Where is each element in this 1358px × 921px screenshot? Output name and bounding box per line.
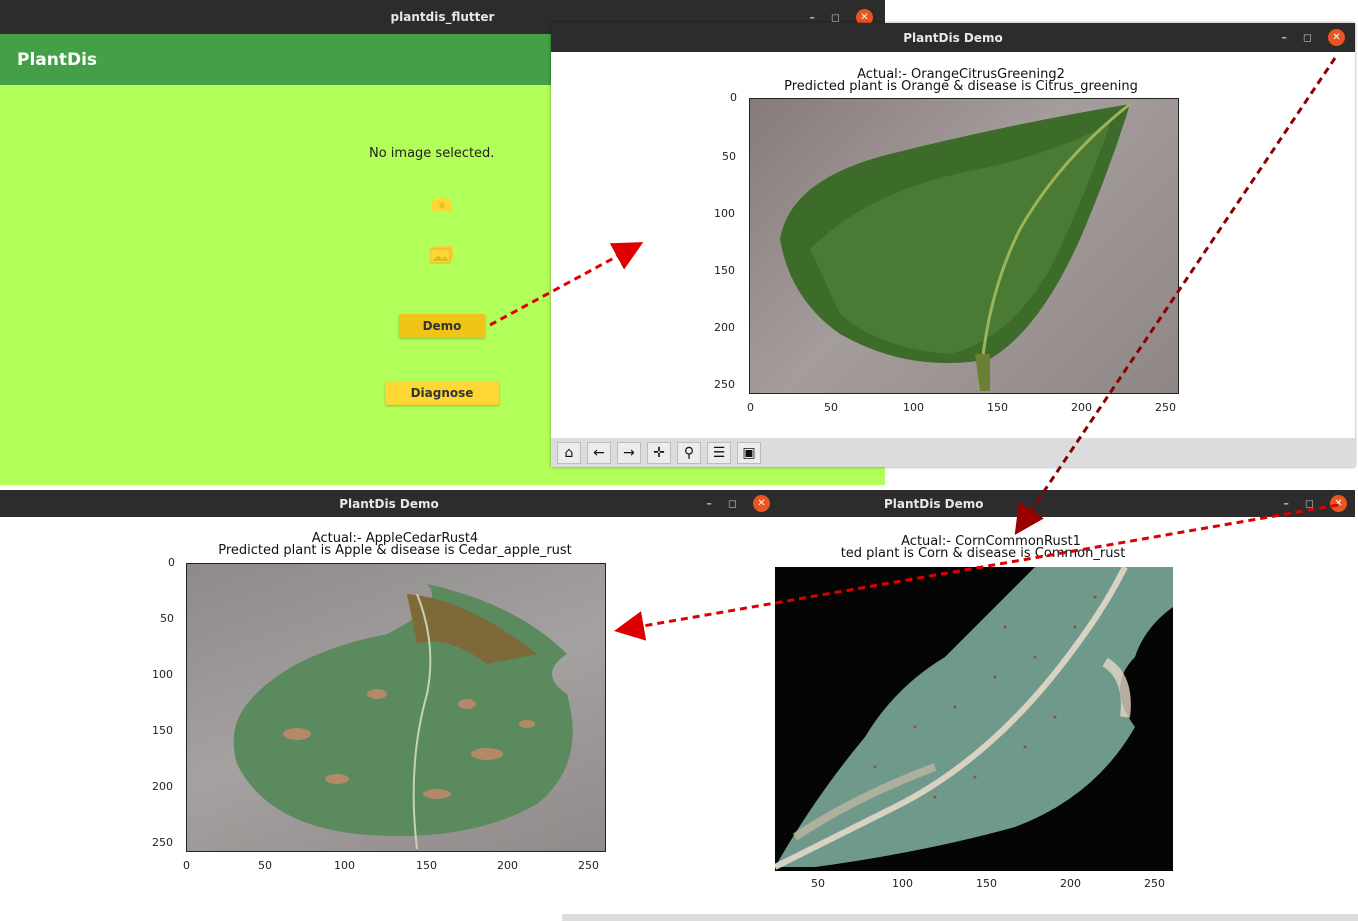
flutter-window-controls: – ◻ ✕ xyxy=(809,0,873,34)
x-tick: 250 xyxy=(578,859,599,872)
orange-leaf-image xyxy=(780,102,1131,391)
demo-window-controls: – ◻ ✕ xyxy=(1283,490,1347,517)
demo-window-controls: – ◻ ✕ xyxy=(1281,23,1345,52)
demo-window-corn: PlantDis Demo – ◻ ✕ Actual:- CornCommonR… xyxy=(773,490,1355,921)
demo-window-title: PlantDis Demo xyxy=(884,496,984,511)
restore-icon[interactable]: ◻ xyxy=(830,10,840,24)
x-tick: 50 xyxy=(811,877,825,890)
close-icon[interactable]: ✕ xyxy=(753,495,770,512)
pan-icon[interactable]: ✛ xyxy=(647,441,671,464)
plot-title-predicted: Predicted plant is Orange & disease is C… xyxy=(784,79,1138,94)
x-tick: 0 xyxy=(747,401,754,414)
demo-window-titlebar: PlantDis Demo – ◻ ✕ xyxy=(551,23,1355,52)
x-tick: 250 xyxy=(1144,877,1165,890)
x-tick: 150 xyxy=(987,401,1008,414)
minimize-icon[interactable]: – xyxy=(706,497,712,510)
gallery-icon[interactable] xyxy=(429,246,454,264)
plot-title: Actual:- CornCommonRust1 ted plant is Co… xyxy=(773,535,1193,561)
y-tick: 0 xyxy=(168,556,175,569)
demo-window-orange: PlantDis Demo – ◻ ✕ Actual:- OrangeCitru… xyxy=(551,23,1355,467)
hidden-window-toolbar-edge xyxy=(562,914,1358,921)
flutter-window-title: plantdis_flutter xyxy=(390,10,495,24)
y-tick: 100 xyxy=(714,207,735,220)
plot-title: Actual:- AppleCedarRust4 Predicted plant… xyxy=(145,531,645,558)
y-tick: 200 xyxy=(714,321,735,334)
close-icon[interactable]: ✕ xyxy=(1328,29,1345,46)
x-tick: 50 xyxy=(824,401,838,414)
y-tick: 50 xyxy=(160,612,174,625)
y-tick: 250 xyxy=(152,836,173,849)
plot-title-predicted: Predicted plant is Apple & disease is Ce… xyxy=(218,543,572,558)
demo-window-title: PlantDis Demo xyxy=(339,496,439,511)
x-tick: 50 xyxy=(258,859,272,872)
restore-icon[interactable]: ◻ xyxy=(727,497,737,510)
plot-title-actual: Actual:- OrangeCitrusGreening2 xyxy=(857,67,1065,82)
x-tick: 150 xyxy=(976,877,997,890)
y-tick: 0 xyxy=(730,91,737,104)
flutter-window-titlebar: plantdis_flutter – ◻ ✕ xyxy=(0,0,885,34)
x-tick: 150 xyxy=(416,859,437,872)
x-tick: 200 xyxy=(497,859,518,872)
y-tick: 150 xyxy=(152,724,173,737)
app-title: PlantDis xyxy=(17,49,98,70)
y-tick: 200 xyxy=(152,780,173,793)
plot-title: Actual:- OrangeCitrusGreening2 Predicted… xyxy=(711,67,1211,94)
demo-button[interactable]: Demo xyxy=(399,314,485,338)
demo-window-titlebar: PlantDis Demo – ◻ ✕ xyxy=(773,490,1355,517)
back-arrow-icon[interactable]: ← xyxy=(587,441,611,464)
x-tick: 100 xyxy=(334,859,355,872)
apple-leaf-image xyxy=(233,584,573,850)
x-tick: 0 xyxy=(183,859,190,872)
corn-leaf-image xyxy=(775,567,1173,870)
demo-window-title: PlantDis Demo xyxy=(903,30,1003,45)
camera-icon[interactable] xyxy=(431,196,453,211)
forward-arrow-icon[interactable]: → xyxy=(617,441,641,464)
image-axes xyxy=(749,98,1179,394)
matplotlib-toolbar: ⌂ ← → ✛ ⚲ ☰ ▣ xyxy=(551,438,1355,467)
minimize-icon[interactable]: – xyxy=(1283,497,1289,510)
image-axes xyxy=(775,567,1173,871)
y-tick: 50 xyxy=(722,150,736,163)
x-tick: 100 xyxy=(903,401,924,414)
close-icon[interactable]: ✕ xyxy=(1330,495,1347,512)
plot-title-predicted: ted plant is Corn & disease is Common_ru… xyxy=(840,546,1126,561)
x-tick: 100 xyxy=(892,877,913,890)
demo-window-apple: PlantDis Demo – ◻ ✕ Actual:- AppleCedarR… xyxy=(0,490,778,921)
demo-window-titlebar: PlantDis Demo – ◻ ✕ xyxy=(0,490,778,517)
minimize-icon[interactable]: – xyxy=(809,10,815,24)
x-tick: 200 xyxy=(1060,877,1081,890)
restore-icon[interactable]: ◻ xyxy=(1302,31,1312,44)
y-tick: 250 xyxy=(714,378,735,391)
minimize-icon[interactable]: – xyxy=(1281,31,1287,44)
plot-title-actual: Actual:- AppleCedarRust4 xyxy=(311,531,479,546)
no-image-status: No image selected. xyxy=(369,146,495,161)
zoom-icon[interactable]: ⚲ xyxy=(677,441,701,464)
close-icon[interactable]: ✕ xyxy=(856,8,873,26)
save-icon[interactable]: ▣ xyxy=(737,441,761,464)
restore-icon[interactable]: ◻ xyxy=(1304,497,1314,510)
demo-window-controls: – ◻ ✕ xyxy=(706,490,770,517)
image-axes xyxy=(186,563,606,852)
y-tick: 150 xyxy=(714,264,735,277)
diagnose-button[interactable]: Diagnose xyxy=(385,381,499,405)
x-tick: 250 xyxy=(1155,401,1176,414)
configure-subplots-icon[interactable]: ☰ xyxy=(707,441,731,464)
x-tick: 200 xyxy=(1071,401,1092,414)
y-tick: 100 xyxy=(152,668,173,681)
home-icon[interactable]: ⌂ xyxy=(557,441,581,464)
